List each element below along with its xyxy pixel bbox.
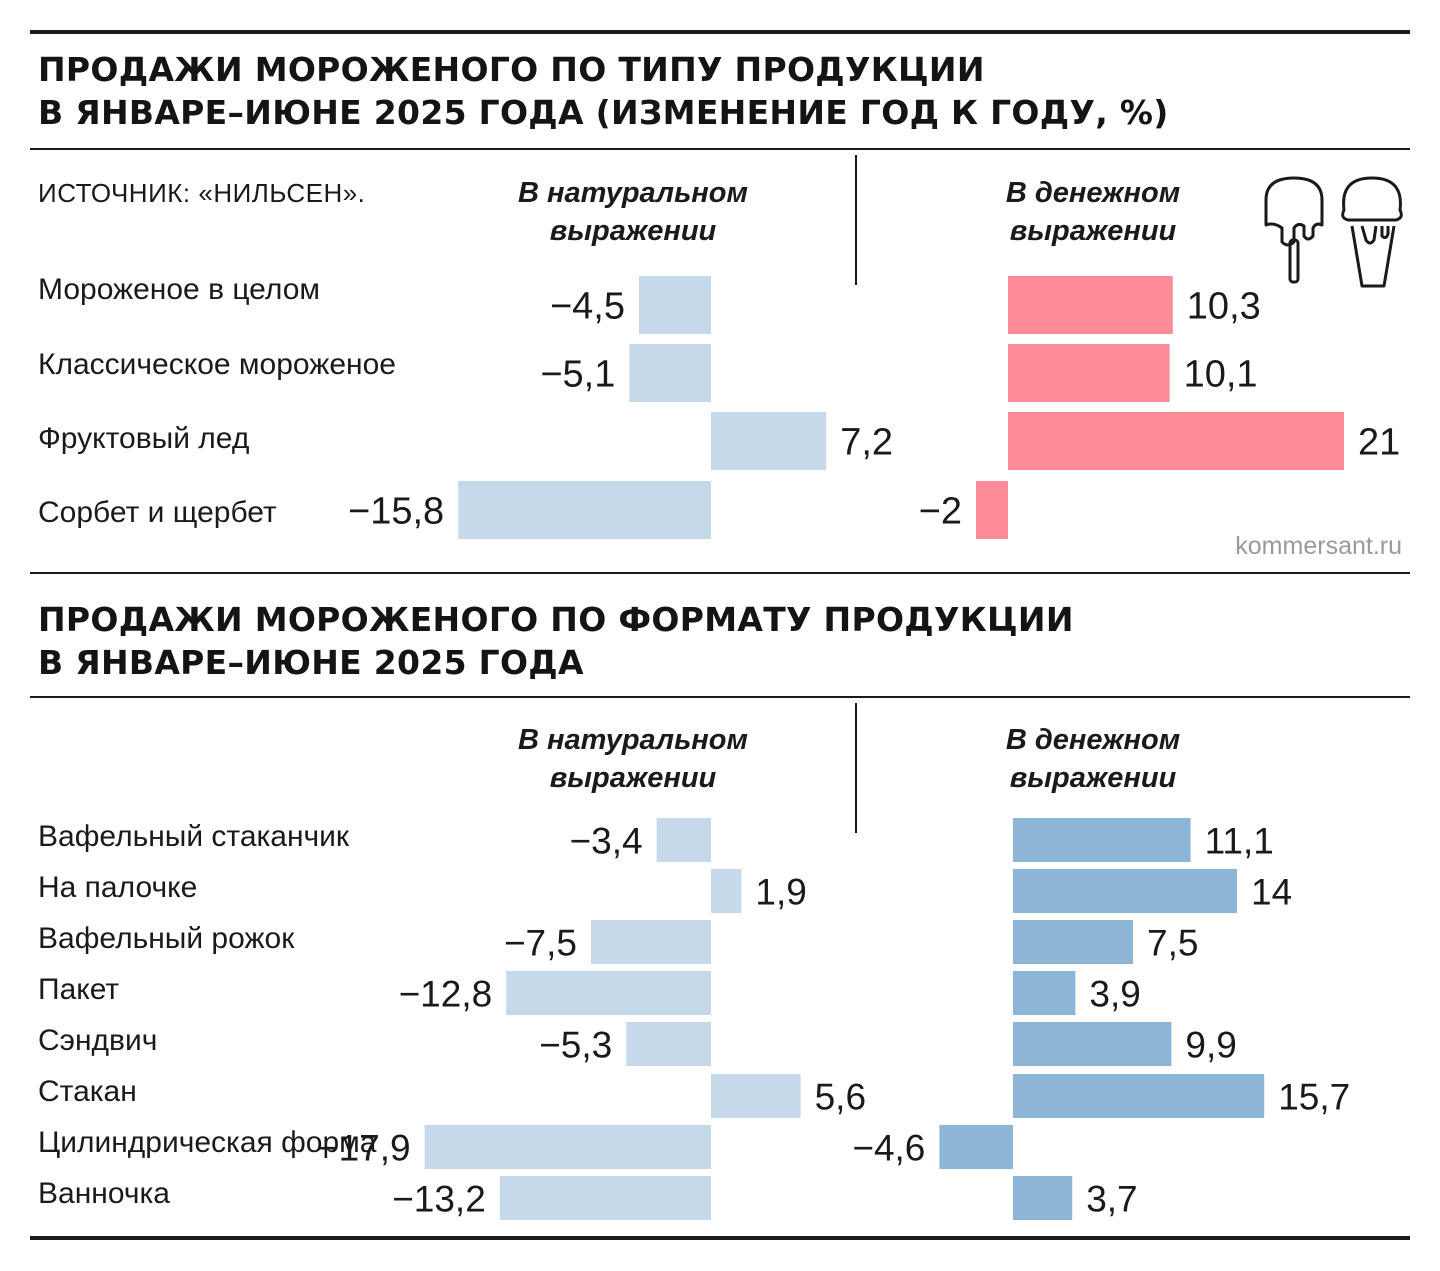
section-divider-rule <box>30 572 1410 574</box>
chart1-title: ПРОДАЖИ МОРОЖЕНОГО ПО ТИПУ ПРОДУКЦИИ В Я… <box>38 48 1169 134</box>
popsicle-icon <box>1264 176 1324 284</box>
chart2-category-label: Стакан <box>38 1075 137 1108</box>
natural-bar <box>458 481 711 539</box>
money-bar <box>1013 818 1191 862</box>
ice-cream-icons <box>1258 170 1408 300</box>
chart2-natural-header: В натуральном выражении <box>483 721 783 797</box>
money-bar <box>1013 920 1133 964</box>
natural-value-label: −5,3 <box>539 1024 612 1065</box>
chart2-category-label: Ванночка <box>38 1177 170 1210</box>
money-value-label: 10,1 <box>1184 354 1258 396</box>
natural-value-label: 5,6 <box>815 1076 866 1117</box>
money-value-label: 3,7 <box>1086 1178 1137 1219</box>
chart2-category-label: Вафельный рожок <box>38 922 295 955</box>
natural-bar <box>629 344 711 402</box>
chart2-title-rule <box>30 696 1410 698</box>
ice-cream-illustration <box>1264 176 1403 288</box>
bottom-rule <box>30 1236 1410 1240</box>
chart2-money-header: В денежном выражении <box>943 721 1243 797</box>
chart2-money-header-line1: В денежном <box>1005 724 1181 756</box>
money-bar <box>1008 276 1173 334</box>
money-bar <box>1013 869 1237 913</box>
chart2-title-line2: В ЯНВАРЕ–ИЮНЕ 2025 ГОДА <box>38 643 584 682</box>
chart1-title-line1: ПРОДАЖИ МОРОЖЕНОГО ПО ТИПУ ПРОДУКЦИИ <box>38 50 985 89</box>
chart2-category-label: Вафельный стаканчик <box>38 820 350 853</box>
chart1-column-divider <box>855 155 857 285</box>
natural-value-label: 1,9 <box>755 871 806 912</box>
money-value-label: 15,7 <box>1278 1076 1350 1117</box>
natural-value-label: −5,1 <box>540 354 615 396</box>
chart2-category-label: Цилиндрическая форма <box>38 1126 377 1159</box>
chart1-natural-header-line2: выражении <box>549 215 717 247</box>
chart1-natural-header: В натуральном выражении <box>483 174 783 250</box>
natural-bar <box>591 920 711 964</box>
natural-bar <box>499 1176 711 1220</box>
chart1-category-label: Фруктовый лед <box>38 422 250 455</box>
natural-value-label: −15,8 <box>348 491 444 533</box>
source-note: ИСТОЧНИК: «НИЛЬСЕН». <box>38 178 366 208</box>
natural-value-label: −12,8 <box>399 973 493 1014</box>
chart2-category-label: Пакет <box>38 973 120 1006</box>
money-bar <box>1008 344 1170 402</box>
money-value-label: 21 <box>1358 422 1400 464</box>
money-value-label: 10,3 <box>1187 286 1261 328</box>
chart1-bars: −4,5 −5,1 7,2 −15,8 10,3 10,1 21 −2 <box>348 276 1400 539</box>
natural-bar <box>656 818 711 862</box>
natural-value-label: −13,2 <box>392 1178 486 1219</box>
money-value-label: 9,9 <box>1185 1024 1236 1065</box>
chart1-title-rule <box>30 148 1410 150</box>
natural-value-label: 7,2 <box>840 422 893 464</box>
natural-bar <box>506 971 711 1015</box>
money-bar <box>1013 1022 1172 1066</box>
natural-bar <box>626 1022 711 1066</box>
money-bar <box>1013 971 1076 1015</box>
natural-bar <box>424 1125 711 1169</box>
money-value-label: 11,1 <box>1205 820 1274 861</box>
money-bar <box>1013 1074 1265 1118</box>
money-value-label: 7,5 <box>1147 922 1198 963</box>
natural-bar <box>711 869 742 913</box>
chart1-money-header: В денежном выражении <box>943 174 1243 250</box>
chart2-natural-header-line2: выражении <box>549 762 717 794</box>
money-value-label: −2 <box>919 491 962 533</box>
ice-cream-cone-icon <box>1341 176 1403 288</box>
natural-value-label: −3,4 <box>570 820 643 861</box>
chart1-money-header-line1: В денежном <box>1005 177 1181 209</box>
chart1-natural-header-line1: В натуральном <box>518 177 748 209</box>
credit-text: kommersant.ru <box>1235 532 1402 560</box>
chart2-category-label: На палочке <box>38 871 198 904</box>
chart2-column-divider <box>855 703 857 833</box>
money-bar <box>1013 1176 1073 1220</box>
natural-bar <box>711 1074 801 1118</box>
chart1-title-line2: В ЯНВАРЕ–ИЮНЕ 2025 ГОДА (ИЗМЕНЕНИЕ ГОД К… <box>38 93 1169 132</box>
chart2-natural-header-line1: В натуральном <box>518 724 748 756</box>
natural-value-label: −17,9 <box>317 1127 411 1168</box>
chart2-category-label: Сэндвич <box>38 1024 158 1057</box>
chart2-title: ПРОДАЖИ МОРОЖЕНОГО ПО ФОРМАТУ ПРОДУКЦИИ … <box>38 598 1074 684</box>
chart1-category-label: Классическое мороженое <box>38 348 396 381</box>
money-bar <box>1008 412 1344 470</box>
chart2-title-line1: ПРОДАЖИ МОРОЖЕНОГО ПО ФОРМАТУ ПРОДУКЦИИ <box>38 600 1074 639</box>
natural-bar <box>711 412 827 470</box>
money-value-label: 14 <box>1251 871 1292 912</box>
chart2-money-header-line2: выражении <box>1009 762 1177 794</box>
money-bar <box>939 1125 1013 1169</box>
chart1-category-label: Сорбет и щербет <box>38 496 277 529</box>
chart1-category-label: Мороженое в целом <box>38 273 321 306</box>
natural-bar <box>639 276 711 334</box>
money-bar <box>976 481 1008 539</box>
natural-value-label: −4,5 <box>550 286 625 328</box>
natural-value-label: −7,5 <box>504 922 577 963</box>
money-value-label: 3,9 <box>1089 973 1140 1014</box>
top-rule <box>30 30 1410 34</box>
money-value-label: −4,6 <box>852 1127 925 1168</box>
chart1-money-header-line2: выражении <box>1009 215 1177 247</box>
